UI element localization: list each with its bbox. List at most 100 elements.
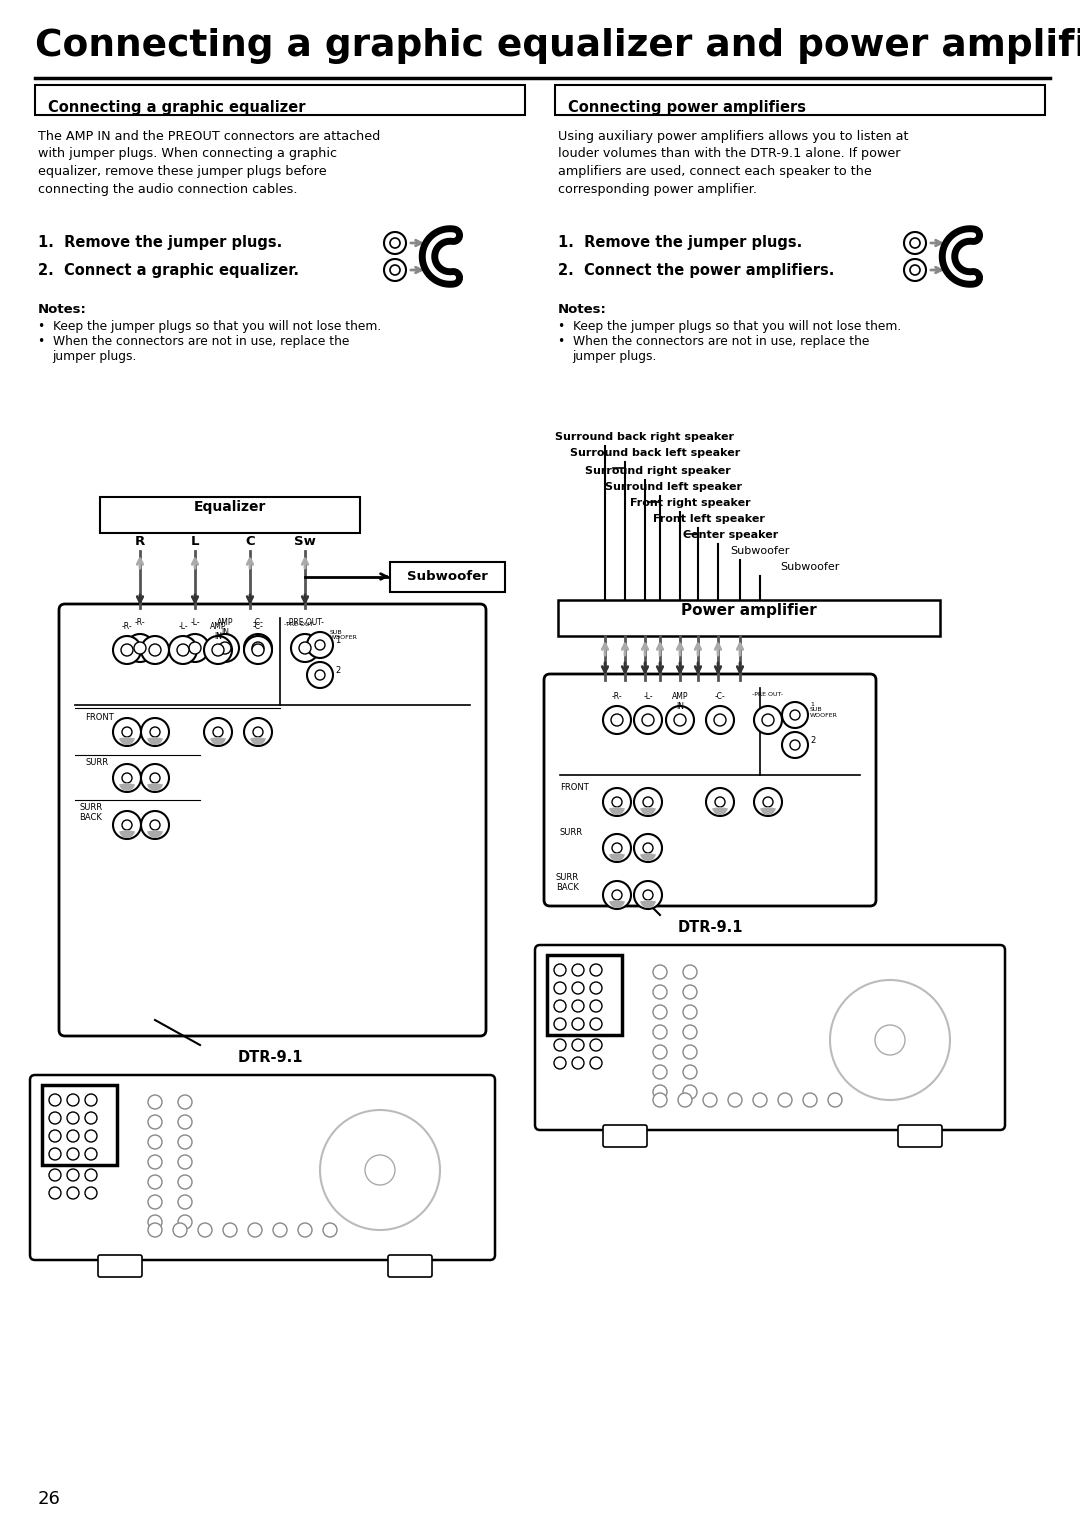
Text: 1: 1 <box>335 636 340 645</box>
Text: Surround left speaker: Surround left speaker <box>605 481 742 492</box>
Wedge shape <box>640 807 656 814</box>
Circle shape <box>572 999 584 1012</box>
Circle shape <box>178 1096 192 1109</box>
Circle shape <box>634 706 662 733</box>
Text: SURR: SURR <box>561 828 583 837</box>
Circle shape <box>252 642 264 654</box>
Circle shape <box>134 642 146 654</box>
Circle shape <box>572 1057 584 1070</box>
Circle shape <box>113 636 141 665</box>
Circle shape <box>572 1018 584 1030</box>
Circle shape <box>683 1025 697 1039</box>
Circle shape <box>603 834 631 862</box>
Circle shape <box>273 1222 287 1238</box>
Text: 1.  Remove the jumper plugs.: 1. Remove the jumper plugs. <box>38 235 282 251</box>
Text: -PRE OUT-: -PRE OUT- <box>753 692 783 697</box>
Circle shape <box>634 882 662 909</box>
Wedge shape <box>119 736 135 746</box>
Circle shape <box>643 843 653 853</box>
FancyBboxPatch shape <box>603 1125 647 1148</box>
Text: 2.  Connect the power amplifiers.: 2. Connect the power amplifiers. <box>558 263 835 278</box>
Wedge shape <box>609 853 625 860</box>
Circle shape <box>653 1065 667 1079</box>
Circle shape <box>244 636 272 665</box>
Circle shape <box>212 643 224 656</box>
Circle shape <box>150 773 160 782</box>
Circle shape <box>554 999 566 1012</box>
FancyBboxPatch shape <box>535 944 1005 1131</box>
Text: Connecting a graphic equalizer: Connecting a graphic equalizer <box>48 99 306 115</box>
Circle shape <box>910 264 920 275</box>
Circle shape <box>113 718 141 746</box>
Circle shape <box>178 1115 192 1129</box>
Circle shape <box>85 1094 97 1106</box>
FancyBboxPatch shape <box>897 1125 942 1148</box>
Circle shape <box>653 1045 667 1059</box>
Text: Power amplifier: Power amplifier <box>681 604 816 617</box>
Circle shape <box>754 788 782 816</box>
Circle shape <box>706 788 734 816</box>
Text: Using auxiliary power amplifiers allows you to listen at
louder volumes than wit: Using auxiliary power amplifiers allows … <box>558 130 908 196</box>
Text: Center speaker: Center speaker <box>683 530 779 539</box>
Circle shape <box>126 634 154 662</box>
Circle shape <box>148 1115 162 1129</box>
Circle shape <box>141 636 168 665</box>
Circle shape <box>320 1109 440 1230</box>
Circle shape <box>307 633 333 659</box>
Circle shape <box>178 1135 192 1149</box>
Text: Notes:: Notes: <box>558 303 607 316</box>
Text: Subwoofer: Subwoofer <box>780 562 839 571</box>
Text: •  When the connectors are not in use, replace the: • When the connectors are not in use, re… <box>558 335 869 348</box>
Circle shape <box>554 964 566 976</box>
Wedge shape <box>147 830 163 837</box>
Circle shape <box>181 634 210 662</box>
Circle shape <box>572 1039 584 1051</box>
Circle shape <box>49 1112 60 1125</box>
Text: Surround back right speaker: Surround back right speaker <box>555 432 734 442</box>
Circle shape <box>178 1215 192 1229</box>
Text: Front left speaker: Front left speaker <box>653 513 765 524</box>
Text: 26: 26 <box>38 1490 60 1508</box>
Circle shape <box>148 1175 162 1189</box>
Text: -L-: -L- <box>190 617 200 626</box>
Circle shape <box>683 986 697 999</box>
Wedge shape <box>640 900 656 908</box>
Circle shape <box>49 1187 60 1199</box>
FancyBboxPatch shape <box>544 674 876 906</box>
Circle shape <box>572 983 584 995</box>
Text: SUB
WOOFER: SUB WOOFER <box>330 630 357 640</box>
Circle shape <box>782 732 808 758</box>
Circle shape <box>590 964 602 976</box>
Circle shape <box>149 643 161 656</box>
Text: AMP
IN: AMP IN <box>217 617 233 637</box>
Wedge shape <box>712 807 728 814</box>
Circle shape <box>715 798 725 807</box>
Circle shape <box>782 701 808 727</box>
Wedge shape <box>251 736 266 746</box>
Circle shape <box>653 1025 667 1039</box>
Text: 2: 2 <box>810 736 815 746</box>
FancyBboxPatch shape <box>390 561 505 591</box>
Text: jumper plugs.: jumper plugs. <box>572 350 657 364</box>
Circle shape <box>148 1195 162 1209</box>
Text: FRONT: FRONT <box>561 782 589 792</box>
Text: SURR
BACK: SURR BACK <box>556 872 579 892</box>
Text: •  Keep the jumper plugs so that you will not lose them.: • Keep the jumper plugs so that you will… <box>38 319 381 333</box>
Circle shape <box>714 714 726 726</box>
Circle shape <box>122 727 132 736</box>
Circle shape <box>150 821 160 830</box>
Circle shape <box>244 718 272 746</box>
Circle shape <box>148 1135 162 1149</box>
Circle shape <box>122 773 132 782</box>
Circle shape <box>150 727 160 736</box>
Circle shape <box>253 727 264 736</box>
Circle shape <box>778 1093 792 1106</box>
Circle shape <box>653 986 667 999</box>
Circle shape <box>590 983 602 995</box>
Text: -L-: -L- <box>178 622 188 631</box>
Circle shape <box>590 1057 602 1070</box>
Circle shape <box>85 1187 97 1199</box>
Circle shape <box>141 811 168 839</box>
Circle shape <box>762 798 773 807</box>
Text: 2: 2 <box>335 666 340 675</box>
